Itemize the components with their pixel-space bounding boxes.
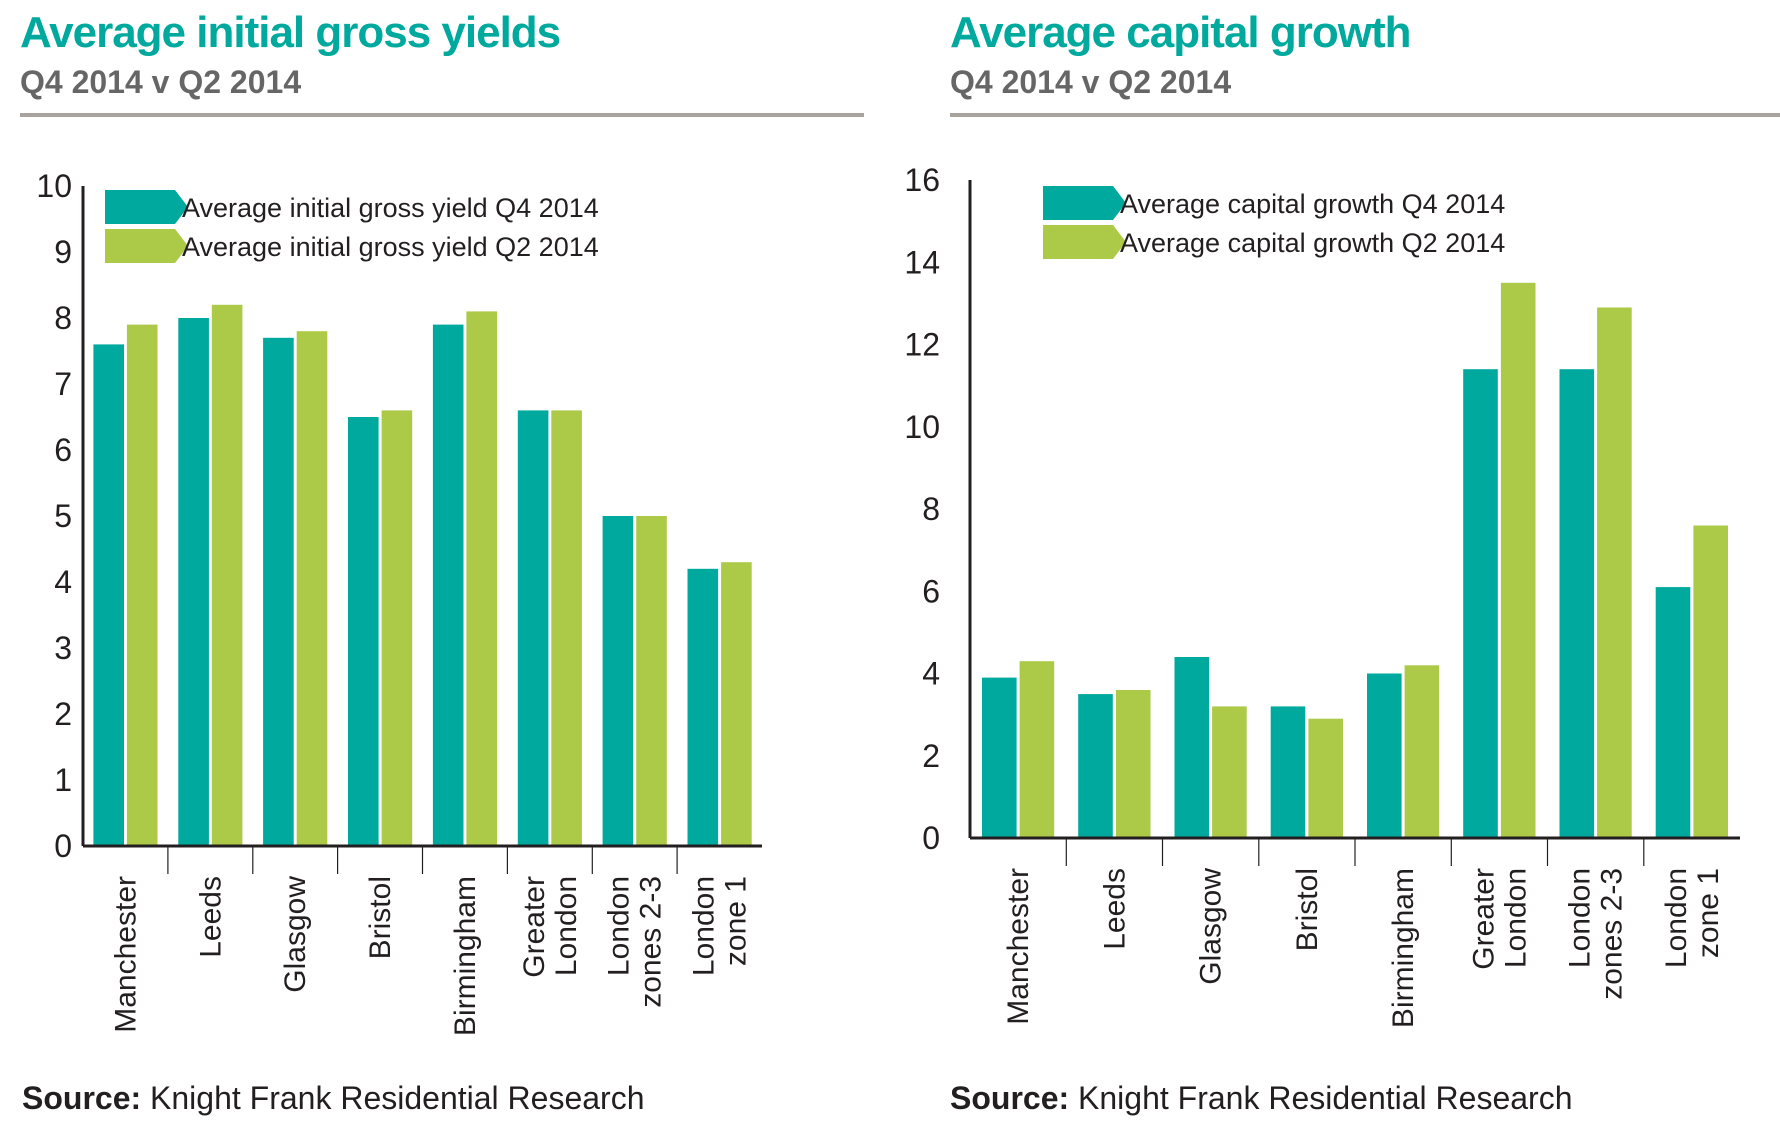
bar [126,324,158,847]
y-tick-label: 10 [904,409,940,445]
x-tick-label: Londonzones 2-3 [1564,868,1629,1000]
bar [1270,706,1306,838]
bar [982,677,1017,838]
bar [602,516,634,846]
bar [1212,706,1247,838]
legend-item: Average capital growth Q4 2014 [1043,186,1505,220]
legend-item: Average initial gross yield Q4 2014 [105,190,599,224]
legend-label: Average initial gross yield Q2 2014 [182,232,599,262]
bar [1655,587,1691,838]
bar [211,304,243,846]
x-tick-label: GreaterLondon [518,876,583,978]
source-label: Source: [950,1080,1070,1116]
legend-swatch [105,229,188,263]
bar [687,568,719,846]
legend-label: Average capital growth Q4 2014 [1120,189,1505,219]
bar [1597,307,1632,838]
y-tick-label: 14 [904,244,940,280]
y-tick-label: 0 [54,828,72,864]
bar [1174,657,1210,838]
bar [1693,525,1728,838]
bar [263,337,294,846]
y-tick-label: 16 [904,162,940,198]
legend-swatch [1043,186,1126,220]
growth-chart: 0 2 4 6 8 10 12 14 16 Manchester Leeds Glasgow Brist… [904,162,1740,1028]
bar [348,417,379,846]
y-tick-label: 5 [54,498,72,534]
x-tick-label: GreaterLondon [1467,868,1532,970]
source-text: Knight Frank Residential Research [141,1080,645,1116]
legend-label: Average capital growth Q2 2014 [1120,228,1505,258]
bar [1019,661,1055,838]
x-tick-label: Birmingham [1387,868,1420,1028]
y-tick-label: 8 [54,300,72,336]
legend-item: Average initial gross yield Q2 2014 [105,229,599,263]
y-tick-label: 6 [922,573,940,609]
x-tick-label: Manchester [1002,868,1035,1025]
y-tick-label: 2 [54,696,72,732]
bar [517,410,549,846]
y-tick-label: 4 [54,564,72,600]
y-tick-label: 3 [54,630,72,666]
legend-label: Average initial gross yield Q4 2014 [182,193,599,223]
y-tick-label: 8 [922,491,940,527]
y-tick-label: 4 [922,656,940,692]
bar [432,324,464,847]
legend-item: Average capital growth Q2 2014 [1043,225,1505,259]
bar [1559,369,1595,838]
x-tick-label: Birmingham [449,876,482,1036]
y-tick-label: 12 [904,327,940,363]
x-tick-label: Bristol [1291,868,1324,951]
y-tick-label: 10 [36,168,72,204]
bar [1308,718,1343,838]
bar [1367,673,1402,838]
y-tick-label: 0 [922,820,940,856]
bar [178,318,209,846]
title-divider [20,113,864,117]
bar [1115,690,1151,838]
x-tick-label: Glasgow [279,876,312,993]
legend-swatch [1043,225,1126,259]
bar [296,331,328,846]
bar [551,410,582,846]
chart-title: Average capital growth [950,8,1411,57]
bar [1500,282,1536,838]
source-text: Knight Frank Residential Research [1069,1080,1573,1116]
source-note: Source: Knight Frank Residential Researc… [950,1080,1573,1117]
y-tick-label: 7 [54,366,72,402]
bar [381,410,413,846]
bar [1078,694,1113,838]
x-tick-label: Bristol [364,876,397,959]
bar [721,562,752,846]
y-tick-label: 2 [922,738,940,774]
bar [1463,369,1498,838]
x-tick-label: Londonzones 2-3 [603,876,668,1008]
chart-subtitle: Q4 2014 v Q2 2014 [20,64,302,100]
legend-swatch [105,190,188,224]
chart-title: Average initial gross yields [20,8,561,57]
bar [1404,665,1440,838]
chart-subtitle: Q4 2014 v Q2 2014 [950,64,1232,100]
bar [636,516,667,846]
source-label: Source: [22,1080,142,1116]
x-tick-label: Manchester [109,876,142,1033]
x-tick-label: Leeds [1098,868,1131,950]
x-tick-label: Leeds [194,876,227,958]
y-tick-label: 6 [54,432,72,468]
bar [466,311,497,846]
y-tick-label: 9 [54,234,72,270]
x-tick-label: Londonzone 1 [1660,868,1725,968]
x-tick-label: Glasgow [1195,868,1228,985]
source-note: Source: Knight Frank Residential Researc… [22,1080,645,1117]
x-tick-label: Londonzone 1 [688,876,753,976]
yields-chart: 0 1 2 3 4 5 6 7 8 9 10 Manchester Leeds Glasgow Bristo… [36,168,762,1036]
title-divider [950,113,1780,117]
y-tick-label: 1 [54,762,72,798]
bar [93,344,124,846]
